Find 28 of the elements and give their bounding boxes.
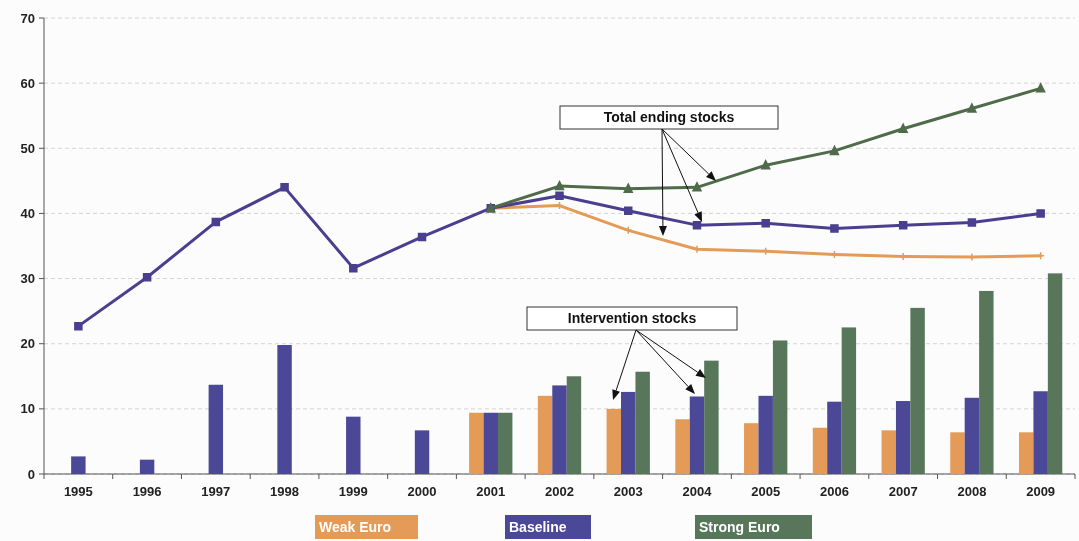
x-tick-label: 2002 [545, 484, 574, 499]
text: Strong Euro [699, 518, 780, 535]
annotation: Intervention stocks [567, 310, 697, 327]
x-tick-label: 2003 [613, 484, 643, 499]
y-tick-label: 20 [20, 336, 35, 352]
x-tick-label: 1997 [201, 484, 231, 499]
x-tick-label: 2009 [1026, 484, 1056, 499]
text: Baseline [509, 518, 567, 535]
y-tick-label: 40 [20, 205, 35, 221]
y-tick-label: 0 [27, 466, 35, 482]
text: Weak Euro [319, 518, 392, 535]
x-tick-label: 2006 [819, 484, 849, 499]
x-tick-label: 1996 [132, 484, 162, 499]
y-tick-label: 10 [20, 401, 35, 417]
x-tick-label: 1999 [338, 484, 368, 499]
annotation: Total ending stocks [603, 109, 735, 126]
x-tick-label: 2004 [682, 484, 713, 499]
x-tick-label: 2005 [751, 484, 781, 499]
y-tick-label: 50 [20, 140, 35, 156]
y-tick-label: 30 [20, 271, 35, 287]
y-tick-label: 60 [20, 75, 35, 91]
x-tick-label: 2007 [888, 484, 918, 499]
y-tick-label: 70 [20, 10, 35, 26]
x-tick-label: 1995 [63, 484, 93, 499]
x-tick-label: 2008 [957, 484, 987, 499]
x-tick-label: 1998 [270, 484, 300, 499]
x-tick-label: 2001 [476, 484, 506, 499]
x-tick-label: 2000 [407, 484, 437, 499]
